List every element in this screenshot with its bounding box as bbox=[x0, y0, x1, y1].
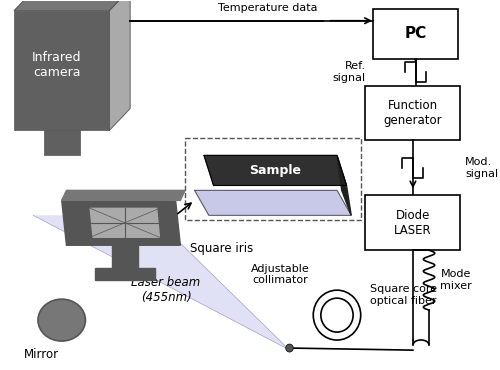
Polygon shape bbox=[14, 0, 130, 11]
Polygon shape bbox=[337, 155, 351, 215]
Text: Mode
mixer: Mode mixer bbox=[440, 269, 472, 291]
Polygon shape bbox=[62, 200, 180, 245]
Text: Square iris: Square iris bbox=[190, 242, 253, 255]
Circle shape bbox=[314, 290, 360, 340]
Polygon shape bbox=[204, 155, 346, 185]
Text: Function
generator: Function generator bbox=[384, 99, 442, 127]
Circle shape bbox=[286, 344, 294, 352]
Polygon shape bbox=[109, 0, 130, 131]
Bar bbox=[366, 195, 460, 250]
Text: Adjustable
collimator: Adjustable collimator bbox=[250, 263, 310, 285]
Text: Temperature data: Temperature data bbox=[218, 3, 318, 13]
Polygon shape bbox=[112, 245, 138, 268]
Polygon shape bbox=[95, 268, 154, 280]
Bar bbox=[44, 131, 80, 155]
Text: Diode
LASER: Diode LASER bbox=[394, 209, 432, 237]
Text: Mod.
signal: Mod. signal bbox=[465, 157, 498, 179]
Text: Laser beam
(455nm): Laser beam (455nm) bbox=[132, 276, 200, 304]
Bar bbox=[373, 9, 458, 58]
Text: Mirror: Mirror bbox=[24, 348, 59, 361]
Text: Sample: Sample bbox=[250, 164, 302, 177]
Polygon shape bbox=[33, 215, 289, 350]
Polygon shape bbox=[194, 191, 351, 215]
Polygon shape bbox=[90, 208, 160, 237]
Text: Infrared
camera: Infrared camera bbox=[32, 51, 82, 79]
Text: PC: PC bbox=[404, 26, 427, 41]
Bar bbox=[14, 11, 109, 131]
Polygon shape bbox=[62, 191, 185, 200]
Text: Ref.
signal: Ref. signal bbox=[332, 61, 366, 83]
Bar bbox=[366, 85, 460, 141]
Ellipse shape bbox=[38, 299, 86, 341]
Text: Square core
optical fiber: Square core optical fiber bbox=[370, 285, 438, 306]
Bar bbox=[185, 138, 360, 220]
Circle shape bbox=[321, 298, 353, 332]
